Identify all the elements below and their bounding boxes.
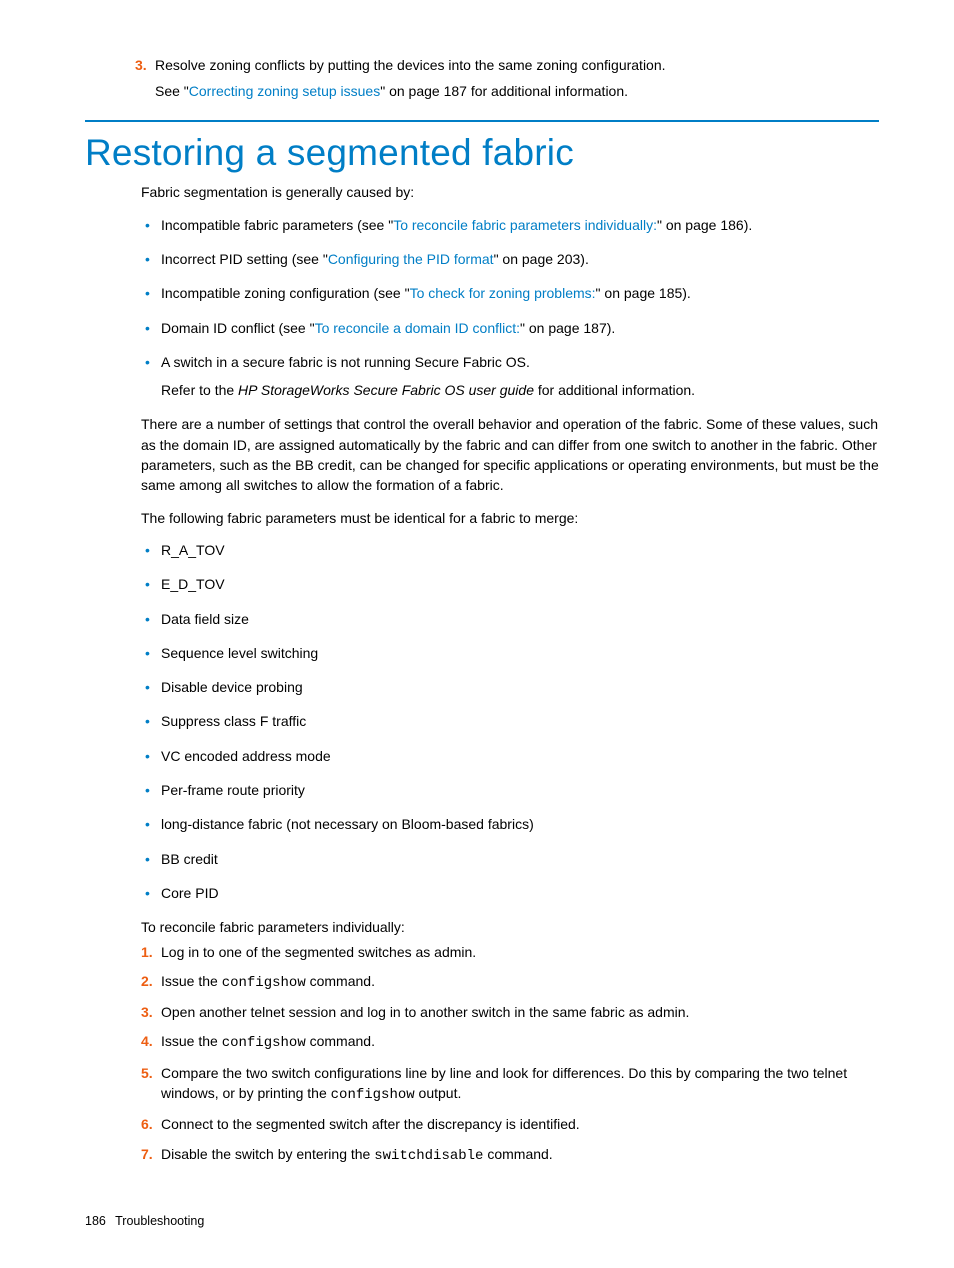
guide-title: HP StorageWorks Secure Fabric OS user gu… [238, 382, 534, 398]
list-item: Suppress class F traffic [161, 711, 879, 731]
paragraph: The following fabric parameters must be … [141, 508, 879, 528]
text: " on page 186). [657, 217, 752, 233]
step-item: Disable the switch by entering the switc… [161, 1144, 879, 1166]
list-item: Incompatible zoning configuration (see "… [161, 283, 879, 303]
text: A switch in a secure fabric is not runni… [161, 354, 530, 370]
causes-list: Incompatible fabric parameters (see "To … [141, 215, 879, 401]
step-number: 3. [135, 55, 155, 77]
command: configshow [222, 975, 306, 991]
list-item: Domain ID conflict (see "To reconcile a … [161, 318, 879, 338]
text: Issue the [161, 1033, 222, 1049]
sub-note: Refer to the HP StorageWorks Secure Fabr… [161, 380, 879, 400]
paragraph: There are a number of settings that cont… [141, 414, 879, 495]
text: Issue the [161, 973, 222, 989]
reconcile-lead: To reconcile fabric parameters individua… [141, 917, 879, 937]
list-item: Disable device probing [161, 677, 879, 697]
text: command. [306, 1033, 375, 1049]
command: configshow [222, 1035, 306, 1051]
list-item: BB credit [161, 849, 879, 869]
step-item: Connect to the segmented switch after th… [161, 1114, 879, 1134]
text: " on page 185). [596, 285, 691, 301]
text: output. [415, 1085, 462, 1101]
link-correcting-zoning[interactable]: Correcting zoning setup issues [189, 83, 380, 99]
step-item: Issue the configshow command. [161, 1031, 879, 1053]
text: Disable the switch by entering the [161, 1146, 374, 1162]
step-item: Compare the two switch configurations li… [161, 1063, 879, 1106]
text: Compare the two switch configurations li… [161, 1065, 847, 1101]
list-item: long-distance fabric (not necessary on B… [161, 814, 879, 834]
link-domain-id-conflict[interactable]: To reconcile a domain ID conflict: [315, 320, 520, 336]
intro-paragraph: Fabric segmentation is generally caused … [141, 182, 879, 202]
text: " on page 187). [520, 320, 615, 336]
command: switchdisable [374, 1148, 483, 1164]
list-item: Incompatible fabric parameters (see "To … [161, 215, 879, 235]
list-item: Incorrect PID setting (see "Configuring … [161, 249, 879, 269]
text: " on page 203). [494, 251, 589, 267]
link-reconcile-params[interactable]: To reconcile fabric parameters individua… [393, 217, 657, 233]
text: See " [155, 83, 189, 99]
list-item: A switch in a secure fabric is not runni… [161, 352, 879, 401]
list-item: Core PID [161, 883, 879, 903]
params-list: R_A_TOV E_D_TOV Data field size Sequence… [141, 540, 879, 903]
list-item: Data field size [161, 609, 879, 629]
numbered-item-3: 3.Resolve zoning conflicts by putting th… [85, 55, 879, 102]
section-rule [85, 120, 879, 122]
link-zoning-problems[interactable]: To check for zoning problems: [410, 285, 596, 301]
text: command. [483, 1146, 552, 1162]
section-body: Fabric segmentation is generally caused … [85, 182, 879, 1166]
text: for additional information. [534, 382, 695, 398]
step-item: Log in to one of the segmented switches … [161, 942, 879, 962]
list-item: VC encoded address mode [161, 746, 879, 766]
page-number: 186 [85, 1214, 106, 1228]
link-pid-format[interactable]: Configuring the PID format [328, 251, 494, 267]
text: " on page 187 for additional information… [380, 83, 628, 99]
text: Refer to the [161, 382, 238, 398]
text: Domain ID conflict (see " [161, 320, 315, 336]
step-text: Resolve zoning conflicts by putting the … [155, 57, 666, 73]
steps-list: Log in to one of the segmented switches … [141, 942, 879, 1166]
section-heading: Restoring a segmented fabric [85, 132, 879, 174]
command: configshow [331, 1087, 415, 1103]
text: Incompatible zoning configuration (see " [161, 285, 410, 301]
page-footer: 186 Troubleshooting [85, 1214, 879, 1228]
text: Incompatible fabric parameters (see " [161, 217, 393, 233]
list-item: Per-frame route priority [161, 780, 879, 800]
text: command. [306, 973, 375, 989]
document-page: 3.Resolve zoning conflicts by putting th… [0, 0, 954, 1268]
step-item: Issue the configshow command. [161, 971, 879, 993]
list-item: E_D_TOV [161, 574, 879, 594]
step-item: Open another telnet session and log in t… [161, 1002, 879, 1022]
list-item: R_A_TOV [161, 540, 879, 560]
footer-section: Troubleshooting [115, 1214, 204, 1228]
list-item: Sequence level switching [161, 643, 879, 663]
text: Incorrect PID setting (see " [161, 251, 328, 267]
